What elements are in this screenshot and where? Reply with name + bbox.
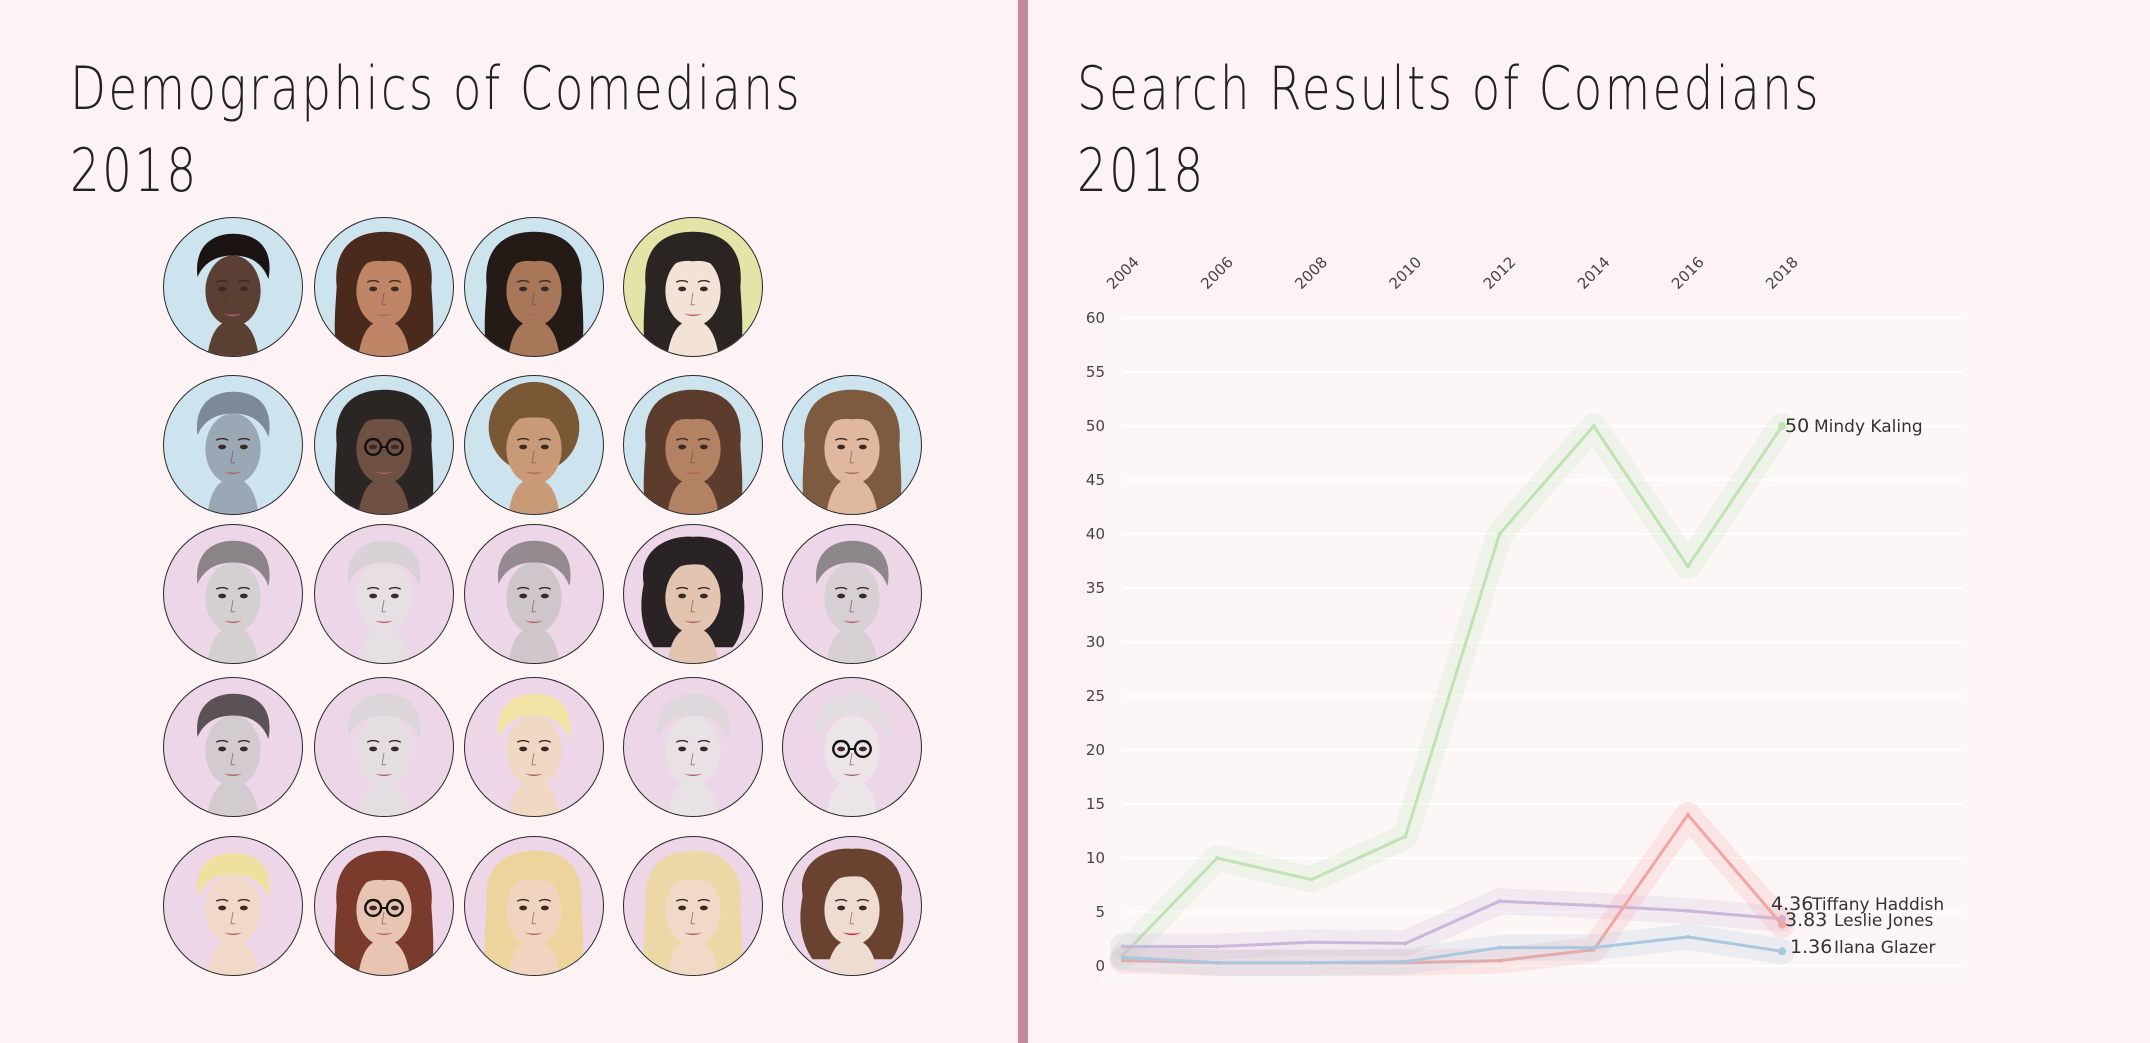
comedian-portrait [464, 677, 604, 817]
series-end-marker [1778, 947, 1786, 956]
data-point [1403, 941, 1408, 946]
data-point [1591, 903, 1596, 908]
data-point [1685, 812, 1690, 817]
comedian-portrait [464, 217, 604, 357]
demographics-panel: Demographics of Comedians 2018 [0, 0, 1018, 1043]
y-tick-label: 25 [1086, 687, 1105, 705]
y-tick-label: 15 [1086, 795, 1105, 813]
data-point [1685, 564, 1690, 569]
x-tick-label: 2012 [1480, 253, 1520, 293]
data-point [1121, 944, 1125, 949]
comedian-portrait [314, 375, 454, 515]
comedian-portrait [163, 677, 303, 817]
y-tick-label: 0 [1095, 957, 1105, 975]
comedian-portrait [464, 375, 604, 515]
comedian-portrait [314, 217, 454, 357]
y-tick-label: 30 [1086, 633, 1105, 651]
data-point [1121, 955, 1125, 960]
data-point [1685, 908, 1690, 913]
y-tick-label: 55 [1086, 363, 1105, 381]
y-tick-label: 20 [1086, 741, 1105, 759]
comedian-portrait [623, 375, 763, 515]
search-results-title-line2: 2018 [1077, 136, 1206, 206]
x-tick-label: 2008 [1291, 253, 1331, 293]
comedian-portrait [464, 524, 604, 664]
series-line [1122, 935, 1783, 965]
data-point [1403, 959, 1408, 964]
y-tick-label: 10 [1086, 849, 1105, 867]
data-point [1309, 877, 1314, 882]
comedian-portrait [782, 836, 922, 976]
x-tick-label: 2006 [1197, 253, 1237, 293]
data-point [1403, 834, 1408, 839]
comedian-portrait [163, 836, 303, 976]
data-point [1309, 960, 1314, 965]
data-point [1591, 424, 1596, 428]
y-tick-label: 45 [1086, 471, 1105, 489]
series-name-label: Tiffany Haddish [1811, 895, 1944, 915]
search-results-line-chart: 0 5 10 15 20 25 30 35 40 45 50 55 60 2004 2006 2008 2010… [1086, 253, 1983, 982]
comedian-portrait [314, 524, 454, 664]
data-point [1309, 940, 1314, 945]
x-tick-label: 2018 [1762, 253, 1802, 293]
x-tick-label: 2014 [1574, 253, 1614, 293]
data-point [1215, 960, 1220, 965]
y-tick-label: 40 [1086, 525, 1105, 543]
portrait-grid [0, 0, 1018, 1043]
comedian-portrait [623, 836, 763, 976]
comedian-portrait [314, 677, 454, 817]
series-name-label: Leslie Jones [1834, 911, 1933, 931]
data-point [1685, 934, 1690, 939]
comedian-portrait [163, 524, 303, 664]
data-point [1497, 945, 1502, 950]
x-tick-label: 2016 [1668, 253, 1708, 293]
series-name-label: Mindy Kaling [1814, 417, 1923, 437]
comedian-portrait [314, 836, 454, 976]
series-value-label: 3.83 [1785, 909, 1827, 931]
y-tick-label: 35 [1086, 579, 1105, 597]
demographics-title-line1: Demographics of Comedians [70, 54, 803, 124]
y-tick-label: 5 [1095, 903, 1105, 921]
data-point [1497, 958, 1502, 963]
data-point [1215, 944, 1220, 949]
series-value-label: 4.36 [1771, 893, 1813, 915]
comedian-portrait [782, 524, 922, 664]
series-end-marker [1778, 920, 1786, 929]
comedian-portrait [623, 217, 763, 357]
x-tick-label: 2004 [1103, 253, 1143, 293]
series-end-marker [1778, 422, 1786, 430]
comedian-portrait [623, 524, 763, 664]
panel-divider [1018, 0, 1028, 1043]
demographics-title: Demographics of Comedians 2018 [70, 48, 802, 212]
comedian-portrait [163, 217, 303, 357]
comedian-portrait [623, 677, 763, 817]
series-line [1121, 423, 1784, 957]
series-value-label: 50 [1785, 415, 1809, 437]
data-point [1497, 532, 1502, 536]
comedian-portrait [163, 375, 303, 515]
comedian-portrait [464, 836, 604, 976]
series-line [1123, 899, 1783, 949]
x-tick-label: 2010 [1386, 253, 1426, 293]
demographics-title-line2: 2018 [70, 136, 199, 206]
series-value-label: 1.36 [1790, 936, 1832, 958]
search-results-title-line1: Search Results of Comedians [1077, 54, 1821, 124]
data-point [1215, 856, 1220, 860]
y-tick-label: 50 [1086, 417, 1105, 435]
plot-background [1103, 312, 1983, 982]
search-results-title: Search Results of Comedians 2018 [1077, 48, 1821, 212]
comedian-portrait [782, 677, 922, 817]
data-point [1591, 945, 1596, 950]
y-tick-label: 60 [1086, 309, 1105, 327]
data-point [1497, 899, 1502, 904]
series-name-label: Ilana Glazer [1834, 938, 1935, 958]
comedian-portrait [782, 375, 922, 515]
data-point [1121, 958, 1125, 963]
search-results-panel: Search Results of Comedians 2018 0 5 10 15 2… [1028, 0, 2150, 1043]
